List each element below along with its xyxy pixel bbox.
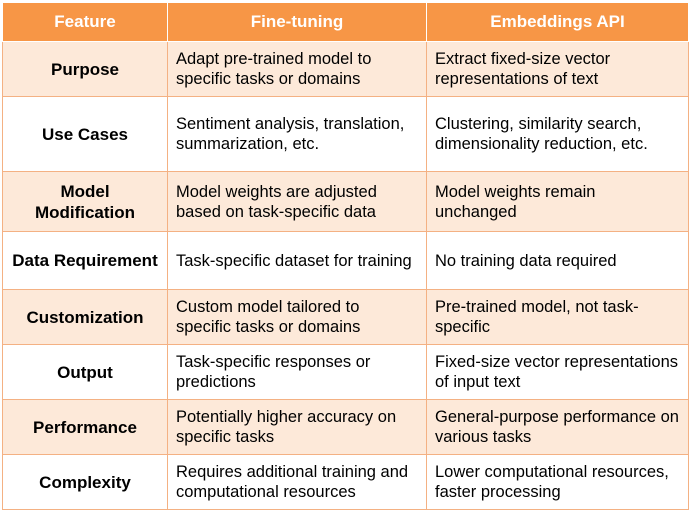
- feature-cell: Purpose: [2, 41, 168, 97]
- table-row: Customization Custom model tailored to s…: [2, 289, 689, 345]
- fine-tuning-cell: Requires additional training and computa…: [167, 454, 427, 510]
- feature-cell: Performance: [2, 399, 168, 455]
- embeddings-cell: Lower computational resources, faster pr…: [426, 454, 689, 510]
- embeddings-cell: Extract fixed-size vector representation…: [426, 41, 689, 97]
- embeddings-cell: General-purpose performance on various t…: [426, 399, 689, 455]
- header-embeddings-api: Embeddings API: [426, 2, 689, 42]
- embeddings-cell: Model weights remain unchanged: [426, 171, 689, 232]
- table-row: Data Requirement Task-specific dataset f…: [2, 231, 689, 290]
- fine-tuning-cell: Adapt pre-trained model to specific task…: [167, 41, 427, 97]
- header-row: Feature Fine-tuning Embeddings API: [2, 2, 689, 42]
- embeddings-cell: Pre-trained model, not task-specific: [426, 289, 689, 345]
- feature-cell: Use Cases: [2, 96, 168, 172]
- fine-tuning-cell: Task-specific dataset for training: [167, 231, 427, 290]
- feature-cell: Customization: [2, 289, 168, 345]
- header-feature: Feature: [2, 2, 168, 42]
- fine-tuning-cell: Custom model tailored to specific tasks …: [167, 289, 427, 345]
- feature-cell: Output: [2, 344, 168, 400]
- table-row: Complexity Requires additional training …: [2, 454, 689, 510]
- table-row: Model Modification Model weights are adj…: [2, 171, 689, 232]
- table-row: Use Cases Sentiment analysis, translatio…: [2, 96, 689, 172]
- embeddings-cell: Clustering, similarity search, dimension…: [426, 96, 689, 172]
- table-row: Output Task-specific responses or predic…: [2, 344, 689, 400]
- fine-tuning-cell: Sentiment analysis, translation, summari…: [167, 96, 427, 172]
- fine-tuning-cell: Task-specific responses or predictions: [167, 344, 427, 400]
- fine-tuning-cell: Model weights are adjusted based on task…: [167, 171, 427, 232]
- feature-cell: Data Requirement: [2, 231, 168, 290]
- fine-tuning-cell: Potentially higher accuracy on specific …: [167, 399, 427, 455]
- embeddings-cell: No training data required: [426, 231, 689, 290]
- feature-cell: Model Modification: [2, 171, 168, 232]
- header-fine-tuning: Fine-tuning: [167, 2, 427, 42]
- table-row: Purpose Adapt pre-trained model to speci…: [2, 41, 689, 97]
- table-row: Performance Potentially higher accuracy …: [2, 399, 689, 455]
- embeddings-cell: Fixed-size vector representations of inp…: [426, 344, 689, 400]
- feature-cell: Complexity: [2, 454, 168, 510]
